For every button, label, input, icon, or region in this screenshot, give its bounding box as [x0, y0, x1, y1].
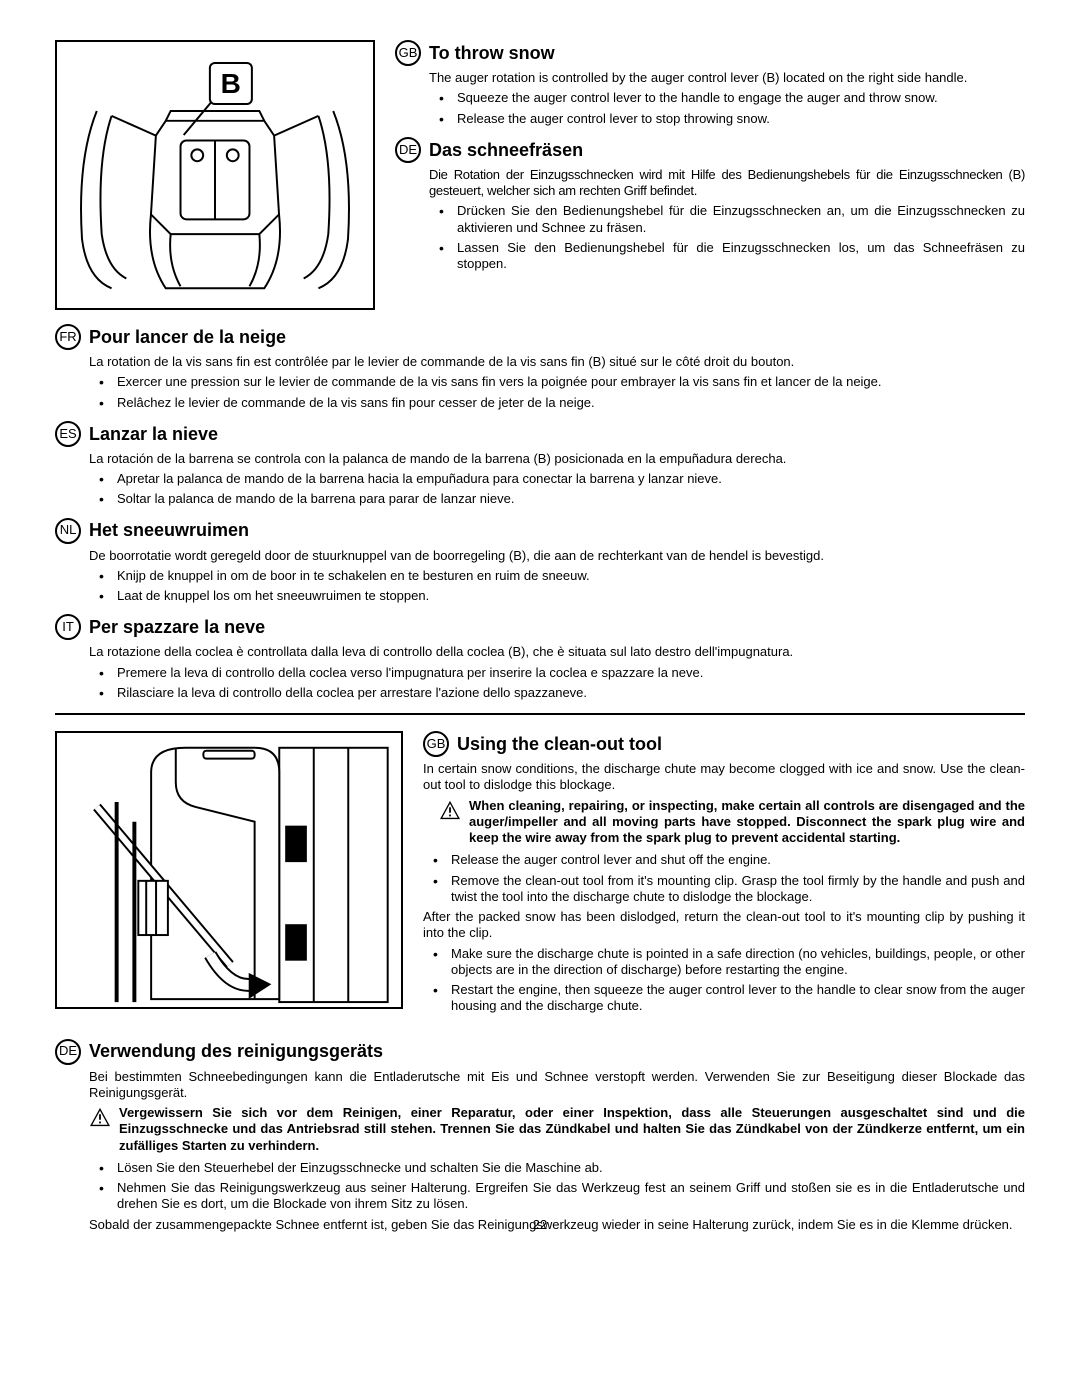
lang-code-gb2: GB [423, 731, 449, 757]
warning-icon [89, 1107, 111, 1127]
bullet-item: Make sure the discharge chute is pointed… [423, 946, 1025, 979]
bullet-item: Apretar la palanca de mando de la barren… [89, 471, 1025, 487]
heading-es-throw: Lanzar la nieve [89, 423, 218, 446]
intro-de-throw: Die Rotation der Einzugsschnecken wird m… [429, 167, 1025, 200]
heading-fr-throw: Pour lancer de la neige [89, 326, 286, 349]
lang-code-nl: NL [55, 518, 81, 544]
bullets-it-throw: Premere la leva di controllo della cocle… [89, 665, 1025, 702]
heading-gb-throw: To throw snow [429, 42, 555, 65]
heading-de-clean: Verwendung des reinigungsgeräts [89, 1040, 383, 1063]
figure-cleanout-tool [55, 731, 403, 1009]
intro-nl-throw: De boorrotatie wordt geregeld door de st… [89, 548, 1025, 564]
lang-code-gb: GB [395, 40, 421, 66]
bullets-de-clean: Lösen Sie den Steuerhebel der Einzugssch… [89, 1160, 1025, 1213]
cleanout-diagram [57, 733, 401, 1007]
bullet-item: Exercer une pression sur le levier de co… [89, 374, 1025, 390]
bullet-item: Restart the engine, then squeeze the aug… [423, 982, 1025, 1015]
intro-fr-throw: La rotation de la vis sans fin est contr… [89, 354, 1025, 370]
intro-es-throw: La rotación de la barrena se controla co… [89, 451, 1025, 467]
bullet-item: Drücken Sie den Bedienungshebel für die … [429, 203, 1025, 236]
divider [55, 713, 1025, 715]
heading-it-throw: Per spazzare la neve [89, 616, 265, 639]
bullet-item: Lassen Sie den Bedienungshebel für die E… [429, 240, 1025, 273]
bullet-item: Relâchez le levier de commande de la vis… [89, 395, 1025, 411]
bullet-item: Knijp de knuppel in om de boor in te sch… [89, 568, 1025, 584]
heading-de-throw: Das schneefräsen [429, 139, 583, 162]
after-de-clean: Sobald der zusammengepackte Schnee entfe… [89, 1217, 1025, 1233]
bullet-item: Release the auger control lever and shut… [423, 852, 1025, 868]
bullet-item: Release the auger control lever to stop … [429, 111, 1025, 127]
figure-auger-control: B [55, 40, 375, 310]
intro-gb-throw: The auger rotation is controlled by the … [429, 70, 1025, 86]
lang-code-es: ES [55, 421, 81, 447]
lang-code-de: DE [395, 137, 421, 163]
lang-code-it: IT [55, 614, 81, 640]
heading-gb-clean: Using the clean-out tool [457, 733, 662, 756]
bullet-item: Premere la leva di controllo della cocle… [89, 665, 1025, 681]
figure-label-b: B [209, 62, 253, 105]
bullets-gb-clean-2: Make sure the discharge chute is pointed… [423, 946, 1025, 1015]
bullets-nl-throw: Knijp de knuppel in om de boor in te sch… [89, 568, 1025, 605]
after-gb-clean: After the packed snow has been dislodged… [423, 909, 1025, 942]
intro-de-clean: Bei bestimmten Schneebedingungen kann di… [89, 1069, 1025, 1102]
bullet-item: Lösen Sie den Steuerhebel der Einzugssch… [89, 1160, 1025, 1176]
bullets-es-throw: Apretar la palanca de mando de la barren… [89, 471, 1025, 508]
intro-gb-clean: In certain snow conditions, the discharg… [423, 761, 1025, 794]
bullet-item: Nehmen Sie das Reinigungswerkzeug aus se… [89, 1180, 1025, 1213]
bullet-item: Squeeze the auger control lever to the h… [429, 90, 1025, 106]
heading-nl-throw: Het sneeuwruimen [89, 519, 249, 542]
warning-icon [439, 800, 461, 820]
bullet-item: Remove the clean-out tool from it's moun… [423, 873, 1025, 906]
bullet-item: Soltar la palanca de mando de la barrena… [89, 491, 1025, 507]
bullets-gb-clean-1: Release the auger control lever and shut… [423, 852, 1025, 905]
bullet-item: Laat de knuppel los om het sneeuwruimen … [89, 588, 1025, 604]
lang-code-fr: FR [55, 324, 81, 350]
warning-gb-clean: When cleaning, repairing, or inspecting,… [469, 798, 1025, 847]
warning-de-clean: Vergewissern Sie sich vor dem Reinigen, … [119, 1105, 1025, 1154]
page-number: 22 [533, 1217, 547, 1233]
bullet-item: Rilasciare la leva di controllo della co… [89, 685, 1025, 701]
intro-it-throw: La rotazione della coclea è controllata … [89, 644, 1025, 660]
bullets-de-throw: Drücken Sie den Bedienungshebel für die … [429, 203, 1025, 272]
lang-code-de2: DE [55, 1039, 81, 1065]
bullets-fr-throw: Exercer une pression sur le levier de co… [89, 374, 1025, 411]
bullets-gb-throw: Squeeze the auger control lever to the h… [429, 90, 1025, 127]
